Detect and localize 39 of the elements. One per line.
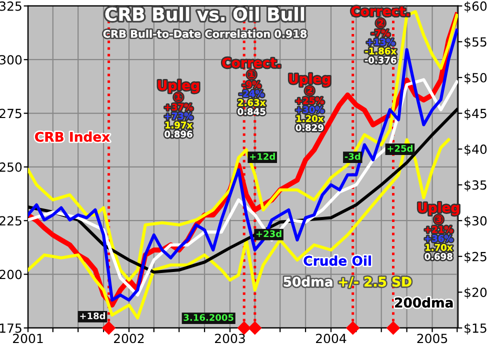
x-tick-label: 2002 <box>114 334 144 344</box>
annotation: +25d <box>388 144 412 152</box>
x-tick-label: 2001 <box>13 334 43 344</box>
y2-tick-label: $60 <box>464 1 487 13</box>
annotation: +12d <box>250 152 275 160</box>
annotation: Upleg ② +25% +30% 1.20x 0.829 <box>289 74 330 132</box>
y-tick-label: 250 <box>0 162 22 172</box>
x-tick-label: 2005 <box>417 334 448 344</box>
text: 50dma <box>284 276 332 287</box>
y2-tick-label: $15 <box>464 323 486 335</box>
y2-tick-label: $55 <box>464 36 486 48</box>
text: 200dma <box>395 297 453 308</box>
y-tick-label: 325 <box>0 1 22 11</box>
y2-tick-label: $50 <box>464 72 487 84</box>
y-tick-label: 300 <box>0 55 22 65</box>
y2-tick-label: $30 <box>464 216 487 228</box>
y2-tick-label: $20 <box>464 287 487 299</box>
text: CRB Index <box>35 132 110 142</box>
annotation: Upleg ① +37% +73% 1.97x 0.896 <box>158 80 199 138</box>
text: +/- 2.5 SD <box>339 276 412 288</box>
annotation: +23d <box>256 230 282 238</box>
y-tick-label: 275 <box>0 108 22 118</box>
x-tick-label: 2003 <box>215 334 245 344</box>
x-tick-label: 2004 <box>316 334 346 344</box>
y-tick-label: 225 <box>0 216 22 226</box>
annotation: -3d <box>344 152 360 160</box>
y2-tick-label: $45 <box>464 108 486 120</box>
y2-tick-label: $25 <box>464 252 486 263</box>
y-tick-label: 200 <box>0 270 22 280</box>
y2-tick-label: $35 <box>464 180 486 192</box>
text: CRB Bull-to-Date Correlation 0.918 <box>103 30 306 38</box>
annotation: Correct. ① -9% -24% 2.63x 0.845 <box>222 58 280 115</box>
series-label: Crude Oil <box>304 256 371 266</box>
annotation: 3.16.2005 <box>184 314 234 321</box>
y2-tick-label: $40 <box>464 144 487 156</box>
annotation: +18d <box>80 312 106 320</box>
annotation: Correct. ② -7% +13% -1.86x -0.376 <box>351 6 410 64</box>
y-tick-label: 175 <box>0 324 22 333</box>
chart-title: CRB Bull vs. Oil Bull <box>105 7 304 21</box>
